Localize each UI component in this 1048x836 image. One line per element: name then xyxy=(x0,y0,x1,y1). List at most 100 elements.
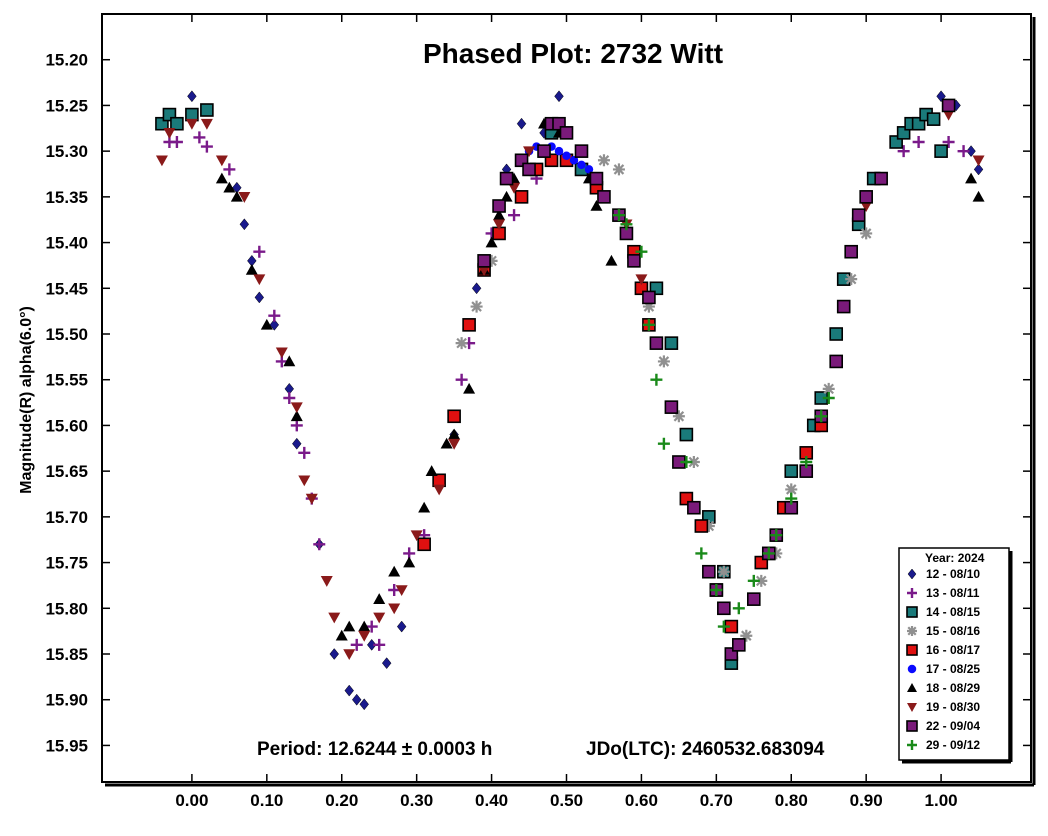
y-tick-label: 15.50 xyxy=(45,325,88,344)
data-point xyxy=(620,218,633,231)
data-point xyxy=(478,265,491,276)
y-tick-label: 15.85 xyxy=(45,645,88,664)
data-point xyxy=(359,698,369,711)
data-point xyxy=(942,136,955,148)
data-point xyxy=(230,190,243,202)
legend-entry-label: 12 - 08/10 xyxy=(926,567,980,581)
data-point xyxy=(926,112,941,126)
data-point xyxy=(185,107,199,122)
data-point xyxy=(410,530,423,542)
data-point xyxy=(770,529,783,542)
data-point xyxy=(815,410,828,423)
data-point xyxy=(388,603,401,615)
x-tick-label: 1.00 xyxy=(925,791,958,810)
data-point xyxy=(845,273,858,286)
data-point xyxy=(597,154,610,167)
data-point xyxy=(642,300,655,313)
data-point xyxy=(448,428,461,440)
data-point xyxy=(170,116,184,131)
data-point xyxy=(972,190,985,202)
data-point xyxy=(859,190,873,204)
data-point xyxy=(290,419,303,432)
legend-marker xyxy=(907,588,917,598)
data-point xyxy=(455,337,468,350)
data-point xyxy=(605,254,618,266)
data-point xyxy=(493,209,506,220)
data-point xyxy=(574,144,589,158)
data-point xyxy=(470,300,483,313)
data-point xyxy=(740,629,753,642)
data-point xyxy=(957,145,970,158)
data-point xyxy=(732,602,745,615)
data-point xyxy=(687,456,700,468)
data-point xyxy=(455,373,468,386)
data-point xyxy=(373,638,386,651)
data-point xyxy=(388,565,401,577)
data-point xyxy=(343,649,356,660)
legend-title: Year: 2024 xyxy=(925,551,985,565)
data-point xyxy=(447,409,461,424)
legend-entry-label: 22 - 09/04 xyxy=(926,719,980,733)
data-point xyxy=(589,171,604,186)
data-point xyxy=(941,98,956,113)
data-point xyxy=(298,475,311,487)
y-tick-label: 15.95 xyxy=(45,736,88,755)
y-tick-label: 15.40 xyxy=(45,234,88,253)
x-tick-label: 0.40 xyxy=(475,791,508,810)
data-point xyxy=(253,245,266,258)
data-point xyxy=(554,146,564,156)
data-point xyxy=(717,565,730,578)
x-axis: 0.00 0.10 0.20 0.30 0.40 0.50 0.60 0.70 0.80 0.90… xyxy=(175,14,958,810)
data-point xyxy=(239,218,250,231)
data-point xyxy=(695,547,708,560)
data-point xyxy=(268,309,281,322)
legend-marker xyxy=(906,644,918,656)
y-axis-label: Magnitude(R) alpha(6.0°) xyxy=(18,306,35,494)
data-point xyxy=(912,136,925,148)
legend-marker xyxy=(907,683,917,692)
data-point xyxy=(500,190,513,202)
data-point xyxy=(577,160,586,170)
data-point xyxy=(290,402,303,414)
data-point xyxy=(320,576,333,587)
data-point xyxy=(238,192,251,203)
data-point xyxy=(680,456,693,468)
data-point xyxy=(829,354,844,369)
data-point xyxy=(313,538,326,551)
data-point xyxy=(664,400,679,414)
data-point xyxy=(350,638,363,651)
x-tick-label: 0.80 xyxy=(775,791,808,810)
data-point xyxy=(562,151,571,160)
legend-entry-label: 19 - 08/30 xyxy=(926,700,980,714)
chart-title: Phased Plot: 2732 Witt xyxy=(423,38,723,69)
data-point xyxy=(649,336,664,350)
data-point xyxy=(934,144,948,158)
y-tick-label: 15.30 xyxy=(45,142,88,161)
data-point xyxy=(223,181,236,193)
data-point xyxy=(860,227,873,240)
data-point xyxy=(516,117,527,130)
data-point xyxy=(785,483,798,496)
y-tick-label: 15.60 xyxy=(45,416,88,435)
data-point xyxy=(493,219,506,231)
data-point xyxy=(155,155,168,167)
data-point xyxy=(657,437,670,450)
data-point xyxy=(635,274,648,286)
data-point xyxy=(471,282,482,295)
data-point xyxy=(418,501,431,513)
x-tick-label: 0.30 xyxy=(400,791,433,810)
data-point xyxy=(283,392,296,404)
data-point xyxy=(755,574,768,587)
data-point xyxy=(635,245,648,258)
data-point xyxy=(381,657,392,670)
data-point xyxy=(874,171,888,186)
data-point xyxy=(785,492,798,505)
data-point xyxy=(373,612,386,624)
data-point xyxy=(650,373,663,386)
data-point xyxy=(822,382,835,395)
legend-entry-label: 29 - 09/12 xyxy=(926,738,980,752)
y-tick-label: 15.20 xyxy=(45,51,88,70)
data-point xyxy=(292,437,302,450)
data-point xyxy=(965,172,978,184)
y-tick-label: 15.55 xyxy=(45,371,88,390)
